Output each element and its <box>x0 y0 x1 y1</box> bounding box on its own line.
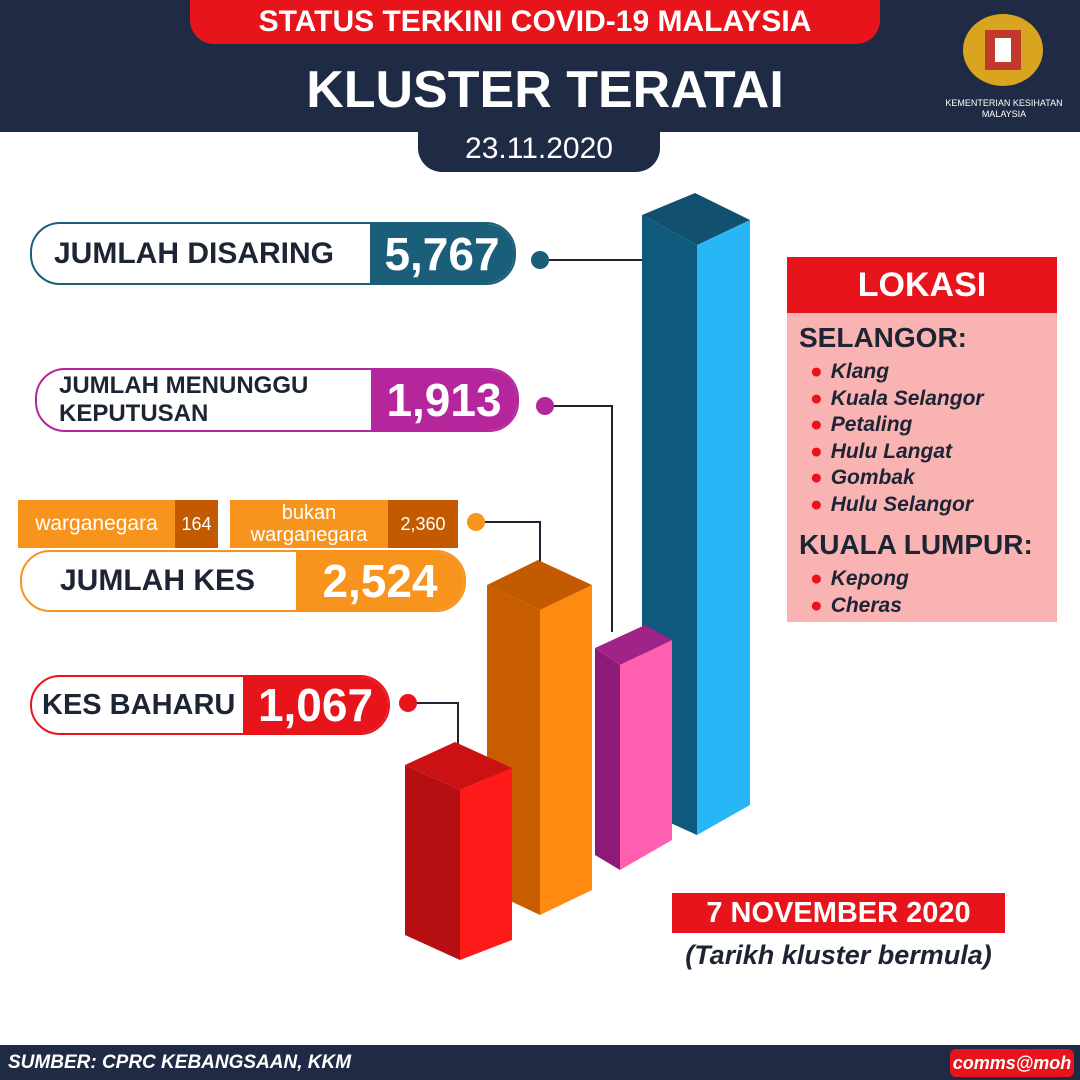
location-place: ● Gombak <box>810 466 915 490</box>
date: 23.11.2020 <box>418 126 660 172</box>
bullet: ● <box>810 466 823 489</box>
dot <box>536 397 554 415</box>
place-name: Gombak <box>830 466 915 489</box>
stat-value: 2,524 <box>296 552 464 610</box>
bar-red <box>405 742 512 960</box>
bullet: ● <box>810 567 823 590</box>
breakdown-box: bukan warganegara 2,360 <box>230 500 458 548</box>
location-group: SELANGOR: <box>799 322 967 353</box>
bullet: ● <box>810 360 823 383</box>
location-place: ● Petaling <box>810 413 912 437</box>
location-place: ● Cheras <box>810 594 902 618</box>
stat-pill: JUMLAH KES 2,524 <box>20 550 466 612</box>
place-name: Petaling <box>830 413 913 436</box>
dot <box>399 694 417 712</box>
bar-pink <box>595 625 672 870</box>
location-place: ● Hulu Langat <box>810 440 952 464</box>
place-name: Kepong <box>830 567 909 590</box>
place-name: Hulu Langat <box>830 439 953 463</box>
bullet: ● <box>810 386 823 410</box>
logo-text: KEMENTERIAN KESIHATAN MALAYSIA <box>945 98 1063 119</box>
location-group: KUALA LUMPUR: <box>799 529 1033 560</box>
dot <box>467 513 485 531</box>
place-name: Cheras <box>830 593 902 617</box>
breakdown-value: 2,360 <box>388 500 458 548</box>
start-note: (Tarikh kluster bermula) <box>685 939 992 970</box>
bullet: ● <box>810 593 823 617</box>
stat-label: JUMLAH MENUNGGU KEPUTUSAN <box>59 372 309 427</box>
stat-value: 1,913 <box>371 370 517 430</box>
location-place: ● Kuala Selangor <box>810 387 984 411</box>
stat-label: KES BAHARU <box>42 688 236 721</box>
title: KLUSTER TERATAI <box>306 61 784 119</box>
location-place: ● Kepong <box>810 567 909 591</box>
dot <box>531 251 549 269</box>
breakdown-label: bukan warganegara <box>250 502 368 546</box>
breakdown-value: 164 <box>175 500 218 548</box>
location-place: ● Klang <box>810 360 889 384</box>
bullet: ● <box>810 413 823 436</box>
logo <box>963 14 1043 86</box>
top-banner: STATUS TERKINI COVID-19 MALAYSIA <box>190 0 880 44</box>
stat-value: 1,067 <box>243 677 388 733</box>
breakdown-label: warganegara <box>35 512 158 535</box>
stat-label: JUMLAH KES <box>60 564 256 597</box>
stat-pill: KES BAHARU 1,067 <box>30 675 390 735</box>
stat-pill: JUMLAH DISARING 5,767 <box>30 222 516 285</box>
place-name: Kuala Selangor <box>830 386 984 410</box>
location-place: ● Hulu Selangor <box>810 493 973 517</box>
stat-value: 5,767 <box>370 224 514 283</box>
footer-bg <box>0 1045 1080 1080</box>
footer-source: SUMBER: CPRC KEBANGSAAN, KKM <box>8 1052 352 1073</box>
breakdown-box: warganegara 164 <box>18 500 218 548</box>
stat-pill: JUMLAH MENUNGGU KEPUTUSAN 1,913 <box>35 368 519 432</box>
bullet: ● <box>810 492 823 516</box>
start-date: 7 NOVEMBER 2020 <box>672 893 1005 933</box>
place-name: Hulu Selangor <box>830 492 974 516</box>
place-name: Klang <box>830 360 890 383</box>
stat-label: JUMLAH DISARING <box>54 236 335 270</box>
footer-handle: comms@moh <box>950 1049 1074 1077</box>
bullet: ● <box>810 439 823 463</box>
location-title: LOKASI <box>787 257 1057 313</box>
location-box <box>787 313 1057 622</box>
